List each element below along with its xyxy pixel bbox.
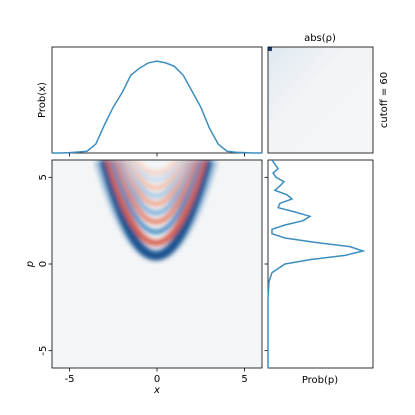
x-label: x bbox=[153, 385, 160, 396]
y-tick-label: -5 bbox=[38, 346, 49, 356]
fringe bbox=[117, 160, 195, 216]
rho-corner bbox=[268, 47, 272, 51]
y-label: Prob(x) bbox=[37, 82, 48, 118]
fringe bbox=[94, 160, 218, 261]
annotation: cutoff = 60 bbox=[379, 72, 390, 128]
fringe bbox=[113, 160, 199, 225]
fringe bbox=[133, 160, 179, 176]
fringe bbox=[120, 160, 192, 207]
y-tick-label: 0 bbox=[38, 261, 49, 267]
fringe bbox=[129, 160, 183, 183]
x-tick-label: 0 bbox=[154, 374, 160, 385]
fringe bbox=[105, 160, 207, 246]
y-label: p bbox=[25, 261, 36, 268]
x-label: Prob(p) bbox=[302, 375, 338, 386]
curve bbox=[267, 159, 366, 368]
fringe bbox=[126, 160, 186, 191]
x-tick-label: -5 bbox=[65, 374, 75, 385]
panel-title: abs(ρ) bbox=[304, 33, 336, 44]
curve bbox=[52, 60, 262, 154]
fringe bbox=[109, 160, 203, 235]
y-tick-label: 5 bbox=[38, 174, 49, 180]
wigner-fringes bbox=[94, 160, 218, 261]
wigner-image bbox=[52, 160, 262, 368]
frame bbox=[267, 46, 374, 154]
fringe bbox=[123, 160, 189, 199]
x-tick-label: 5 bbox=[241, 374, 247, 385]
panel bbox=[52, 47, 262, 153]
rho-image bbox=[268, 47, 373, 153]
